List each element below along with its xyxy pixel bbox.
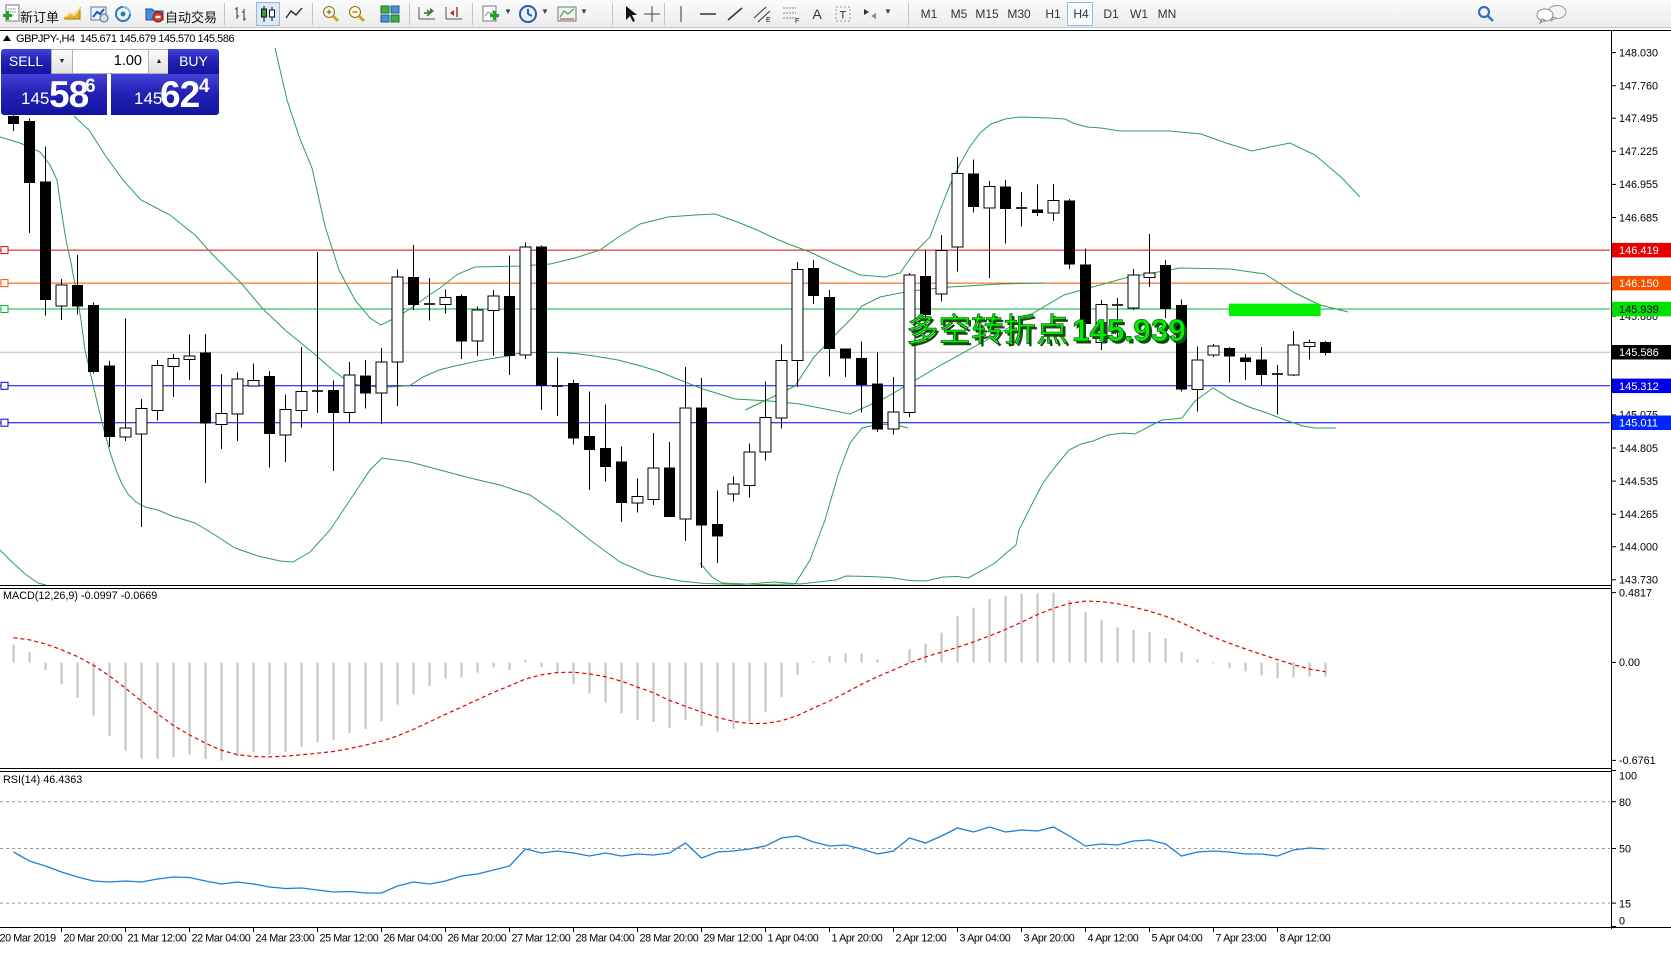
svg-text:148.030: 148.030 [1619,47,1658,59]
svg-text:RSI(14) 46.4363: RSI(14) 46.4363 [3,774,82,786]
svg-text:28 Mar 04:00: 28 Mar 04:00 [576,933,635,945]
svg-text:146.419: 146.419 [1619,245,1659,257]
svg-text:147.495: 147.495 [1619,113,1658,125]
svg-text:100: 100 [1619,771,1637,783]
svg-text:-0.6761: -0.6761 [1619,755,1656,767]
svg-text:GBPJPY-,H4 145.671 145.679 14: GBPJPY-,H4 145.671 145.679 145.570 145.5… [16,33,234,45]
svg-text:15: 15 [1619,898,1631,910]
svg-text:144.265: 144.265 [1619,509,1658,521]
svg-text:144.535: 144.535 [1619,476,1658,488]
svg-text:MACD(12,26,9) -0.0997 -0.0669: MACD(12,26,9) -0.0997 -0.0669 [3,590,157,602]
svg-text:21 Mar 12:00: 21 Mar 12:00 [128,933,187,945]
svg-text:0: 0 [1619,916,1625,928]
svg-text:20 Mar 20:00: 20 Mar 20:00 [64,933,123,945]
svg-text:3 Apr 20:00: 3 Apr 20:00 [1024,933,1075,945]
svg-text:50: 50 [1619,844,1631,856]
svg-text:146.955: 146.955 [1619,179,1658,191]
svg-text:1 Apr 20:00: 1 Apr 20:00 [832,933,883,945]
svg-text:T: T [840,10,847,22]
svg-text:7 Apr 23:00: 7 Apr 23:00 [1216,933,1267,945]
svg-text:25 Mar 12:00: 25 Mar 12:00 [320,933,379,945]
svg-text:145.939: 145.939 [1619,304,1659,316]
svg-text:29 Mar 12:00: 29 Mar 12:00 [704,933,763,945]
svg-text:22 Mar 04:00: 22 Mar 04:00 [192,933,251,945]
svg-text:多空转折点: 多空转折点 [908,314,1071,350]
svg-text:144.000: 144.000 [1619,542,1658,554]
svg-text:143.730: 143.730 [1619,575,1658,587]
svg-text:80: 80 [1619,797,1631,809]
svg-text:144.805: 144.805 [1619,443,1658,455]
svg-text:146.150: 146.150 [1619,278,1659,290]
svg-text:E: E [766,17,771,24]
svg-text:28 Mar 20:00: 28 Mar 20:00 [640,933,699,945]
svg-text:26 Mar 04:00: 26 Mar 04:00 [384,933,443,945]
svg-text:4 Apr 12:00: 4 Apr 12:00 [1088,933,1139,945]
svg-text:3 Apr 04:00: 3 Apr 04:00 [960,933,1011,945]
svg-text:145.312: 145.312 [1619,381,1659,393]
svg-text:145.939: 145.939 [1072,312,1186,348]
svg-text:0.4817: 0.4817 [1619,587,1652,599]
svg-text:26 Mar 20:00: 26 Mar 20:00 [448,933,507,945]
svg-text:8 Apr 12:00: 8 Apr 12:00 [1280,933,1331,945]
svg-text:20 Mar 2019: 20 Mar 2019 [0,933,56,945]
svg-text:145.586: 145.586 [1619,347,1659,359]
svg-text:145.939: 145.939 [1074,314,1188,350]
svg-text:24 Mar 23:00: 24 Mar 23:00 [256,933,315,945]
svg-text:147.225: 147.225 [1619,146,1658,158]
svg-text:F: F [795,18,799,25]
svg-text:1 Apr 04:00: 1 Apr 04:00 [768,933,819,945]
svg-text:0.00: 0.00 [1619,657,1640,669]
svg-text:147.760: 147.760 [1619,81,1658,93]
svg-text:2 Apr 12:00: 2 Apr 12:00 [896,933,947,945]
svg-text:5 Apr 04:00: 5 Apr 04:00 [1152,933,1203,945]
svg-text:145.011: 145.011 [1619,418,1658,430]
svg-text:146.685: 146.685 [1619,212,1658,224]
svg-text:多空转折点: 多空转折点 [906,312,1069,348]
svg-text:27 Mar 12:00: 27 Mar 12:00 [512,933,571,945]
